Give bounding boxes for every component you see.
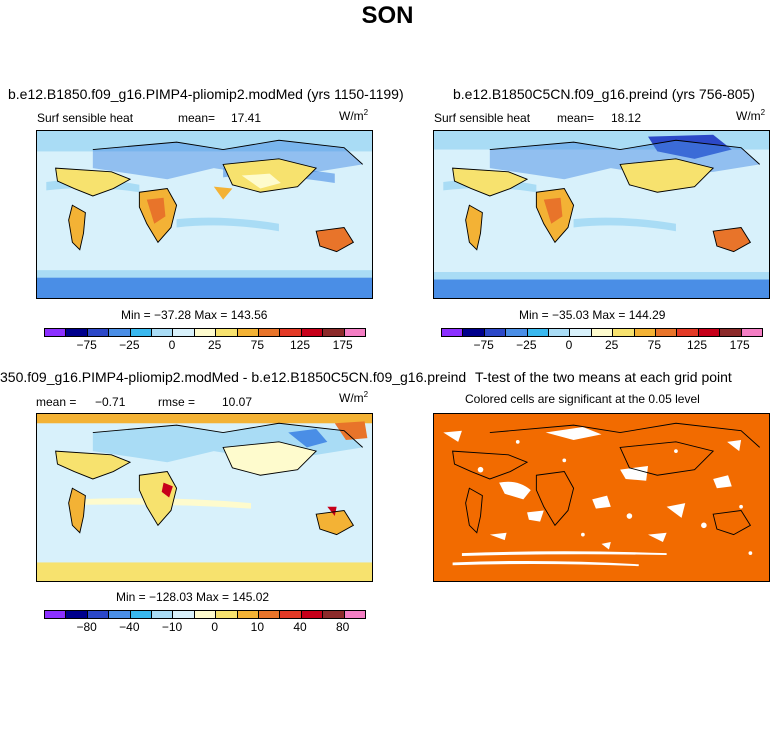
colorbar-swatch (656, 329, 678, 336)
colorbar-swatch (613, 329, 635, 336)
colorbar-tick-label: 25 (207, 338, 222, 352)
colorbar-swatch (280, 329, 302, 336)
colorbar-top-left (44, 328, 366, 337)
colorbar-swatch (216, 329, 238, 336)
colorbar-tick-label: 125 (289, 338, 311, 352)
colorbar-swatch (152, 329, 174, 336)
colorbar-swatch (484, 329, 507, 336)
map-top-right (433, 130, 770, 299)
colorbar-swatch (173, 329, 195, 336)
colorbar-swatch (442, 329, 464, 336)
panel-subtitle-bottom-right: Colored cells are significant at the 0.0… (465, 392, 700, 406)
colorbar-bottom-left (44, 610, 366, 619)
colorbar-swatch (463, 329, 485, 336)
colorbar-swatch (344, 329, 366, 336)
colorbar-swatch (173, 611, 195, 618)
colorbar-tick-label: −25 (119, 338, 140, 352)
units-top-left: W/m2 (339, 108, 369, 123)
colorbar-ticks-top-left: −75 −25 0 25 75 125 175 (44, 338, 364, 352)
colorbar-tick-label: 80 (335, 620, 350, 634)
units-bottom-left: W/m2 (339, 390, 369, 405)
map-bottom-left (36, 413, 373, 582)
colorbar-tick-label: −75 (76, 338, 97, 352)
colorbar-tick-label: 125 (686, 338, 708, 352)
mean-value-top-right: 18.12 (611, 111, 642, 125)
colorbar-tick-label: 75 (647, 338, 662, 352)
colorbar-swatch (237, 329, 260, 336)
colorbar-swatch (506, 329, 528, 336)
figure-title: SON (361, 2, 414, 29)
colorbar-swatch (634, 329, 657, 336)
mean-label-top-right: mean= (557, 111, 595, 125)
colorbar-swatch (237, 611, 260, 618)
colorbar-swatch (130, 611, 153, 618)
colorbar-swatch (591, 329, 614, 336)
mean-label-bottom-left: mean = (36, 395, 77, 409)
colorbar-swatch (109, 329, 131, 336)
panel-title-bottom-left: 350.f09_g16.PIMP4-pliomip2.modMed - b.e1… (0, 369, 467, 385)
colorbar-tick-label: −25 (516, 338, 537, 352)
mean-label-top-left: mean= (178, 111, 216, 125)
minmax-bottom-left: Min = −128.03 Max = 145.02 (116, 590, 270, 604)
colorbar-tick-label: −80 (76, 620, 97, 634)
colorbar-swatch (45, 329, 67, 336)
colorbar-tick-label: 0 (565, 338, 573, 352)
mean-value-bottom-left: −0.71 (95, 395, 126, 409)
colorbar-swatch (152, 611, 174, 618)
colorbar-swatch (130, 329, 153, 336)
colorbar-tick-label: −40 (119, 620, 140, 634)
colorbar-swatch (45, 611, 67, 618)
colorbar-swatch (301, 329, 324, 336)
colorbar-swatch (216, 611, 238, 618)
panel-title-top-right: b.e12.B1850C5CN.f09_g16.preind (yrs 756-… (453, 86, 755, 102)
colorbar-swatch (66, 329, 88, 336)
colorbar-tick-label: 40 (293, 620, 307, 634)
colorbar-swatch (66, 611, 88, 618)
colorbar-ticks-top-right: −75 −25 0 25 75 125 175 (441, 338, 761, 352)
significance-map-bottom-right (433, 413, 770, 582)
colorbar-swatch (301, 611, 324, 618)
colorbar-swatch (323, 611, 345, 618)
colorbar-swatch (527, 329, 550, 336)
colorbar-swatch (87, 611, 110, 618)
units-top-right: W/m2 (736, 108, 766, 123)
colorbar-tick-label: 75 (250, 338, 265, 352)
colorbar-swatch (570, 329, 592, 336)
colorbar-tick-label: 0 (211, 620, 218, 634)
colorbar-swatch (720, 329, 742, 336)
colorbar-swatch (109, 611, 131, 618)
colorbar-swatch (194, 329, 217, 336)
panel-title-bottom-right: T-test of the two means at each grid poi… (475, 369, 732, 385)
map-top-left (36, 130, 373, 299)
colorbar-tick-label: 10 (250, 620, 265, 634)
colorbar-swatch (741, 329, 763, 336)
colorbar-tick-label: −75 (473, 338, 494, 352)
rmse-label-bottom-left: rmse = (158, 395, 196, 409)
colorbar-tick-label: −10 (161, 620, 183, 634)
variable-label-top-left: Surf sensible heat (37, 111, 134, 125)
colorbar-swatch (549, 329, 571, 336)
colorbar-swatch (344, 611, 366, 618)
colorbar-swatch (323, 329, 345, 336)
colorbar-swatch (677, 329, 699, 336)
colorbar-swatch (259, 611, 281, 618)
colorbar-top-right (441, 328, 763, 337)
colorbar-swatch (87, 329, 110, 336)
panel-title-top-left: b.e12.B1850.f09_g16.PIMP4-pliomip2.modMe… (8, 86, 404, 102)
minmax-top-left: Min = −37.28 Max = 143.56 (121, 308, 268, 322)
colorbar-tick-label: 25 (604, 338, 619, 352)
colorbar-swatch (194, 611, 217, 618)
variable-label-top-right: Surf sensible heat (434, 111, 531, 125)
rmse-value-bottom-left: 10.07 (222, 395, 253, 409)
colorbar-swatch (698, 329, 721, 336)
colorbar-swatch (280, 611, 302, 618)
mean-value-top-left: 17.41 (231, 111, 262, 125)
minmax-top-right: Min = −35.03 Max = 144.29 (519, 308, 666, 322)
colorbar-tick-label: 0 (168, 338, 176, 352)
colorbar-tick-label: 175 (729, 338, 750, 352)
colorbar-ticks-bottom-left: −80 −40 −10 0 10 40 80 (44, 620, 364, 634)
colorbar-swatch (259, 329, 281, 336)
colorbar-tick-label: 175 (332, 338, 353, 352)
